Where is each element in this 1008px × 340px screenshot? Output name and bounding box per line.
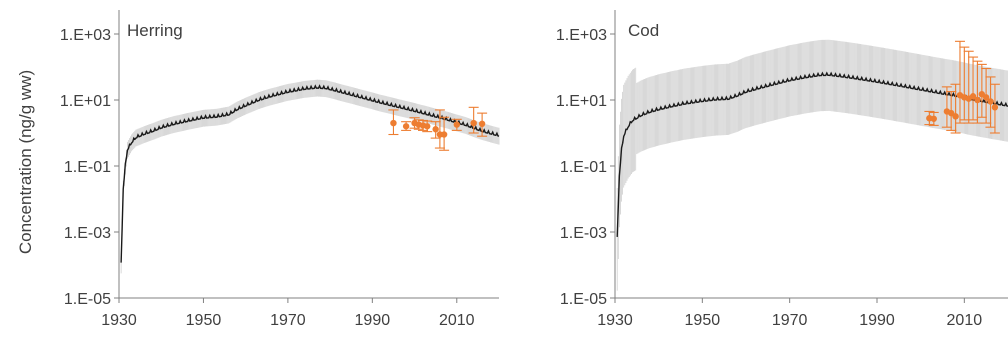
observed-point <box>987 98 994 105</box>
x-tick-label: 1930 <box>101 312 137 329</box>
observed-point <box>930 115 937 122</box>
observed-point <box>470 119 477 127</box>
observed-point <box>982 94 990 101</box>
y-tick-label: 1.E-05 <box>560 291 607 308</box>
observed-point <box>440 131 448 138</box>
x-tick-label: 1930 <box>597 312 633 329</box>
x-tick-label: 1970 <box>270 312 306 329</box>
herring-panel: 1.E+03 1.E+01 1.E-01 1.E-03 1.E-05 1930 1950 19… <box>60 10 500 329</box>
x-tick-label: 2010 <box>439 312 475 329</box>
x-tick-label: 1950 <box>186 312 222 329</box>
observed-point <box>390 119 397 127</box>
y-tick-label: 1.E-05 <box>64 291 111 308</box>
observed-point <box>478 120 486 128</box>
observed-point <box>952 113 959 120</box>
x-tick-label: 2010 <box>947 312 983 329</box>
uncertainty-band <box>120 79 500 274</box>
observed-series <box>924 40 1000 134</box>
model-line <box>616 71 1008 237</box>
x-tick-label: 1970 <box>772 312 808 329</box>
panel-title: Cod <box>628 21 659 40</box>
observed-point <box>969 93 977 100</box>
x-tick-label: 1990 <box>859 312 895 329</box>
y-tick-label: 1.E-03 <box>560 225 607 242</box>
x-tick-label: 1950 <box>685 312 721 329</box>
y-tick-label: 1.E+03 <box>556 27 607 44</box>
y-tick-label: 1.E-01 <box>64 159 111 176</box>
y-tick-label: 1.E+01 <box>556 93 607 110</box>
uncertainty-band <box>616 39 1008 291</box>
observed-point <box>453 121 460 128</box>
y-tick-label: 1.E-03 <box>64 225 111 242</box>
cod-panel: 1.E+03 1.E+01 1.E-01 1.E-03 1.E-05 1930 1950 19… <box>556 10 1008 329</box>
observed-point <box>432 126 439 133</box>
observed-point <box>974 96 981 104</box>
x-tick-label: 1990 <box>355 312 391 329</box>
y-axis-label: Concentration (ng/g ww) <box>16 70 35 254</box>
model-line <box>120 84 500 263</box>
panel-title: Herring <box>127 21 183 40</box>
y-tick-label: 1.E+03 <box>60 27 111 44</box>
y-tick-label: 1.E+01 <box>60 93 111 110</box>
observed-point <box>424 123 431 130</box>
y-tick-label: 1.E-01 <box>560 159 607 176</box>
observed-point <box>991 104 999 111</box>
observed-point <box>402 123 410 130</box>
observed-series <box>388 106 488 151</box>
